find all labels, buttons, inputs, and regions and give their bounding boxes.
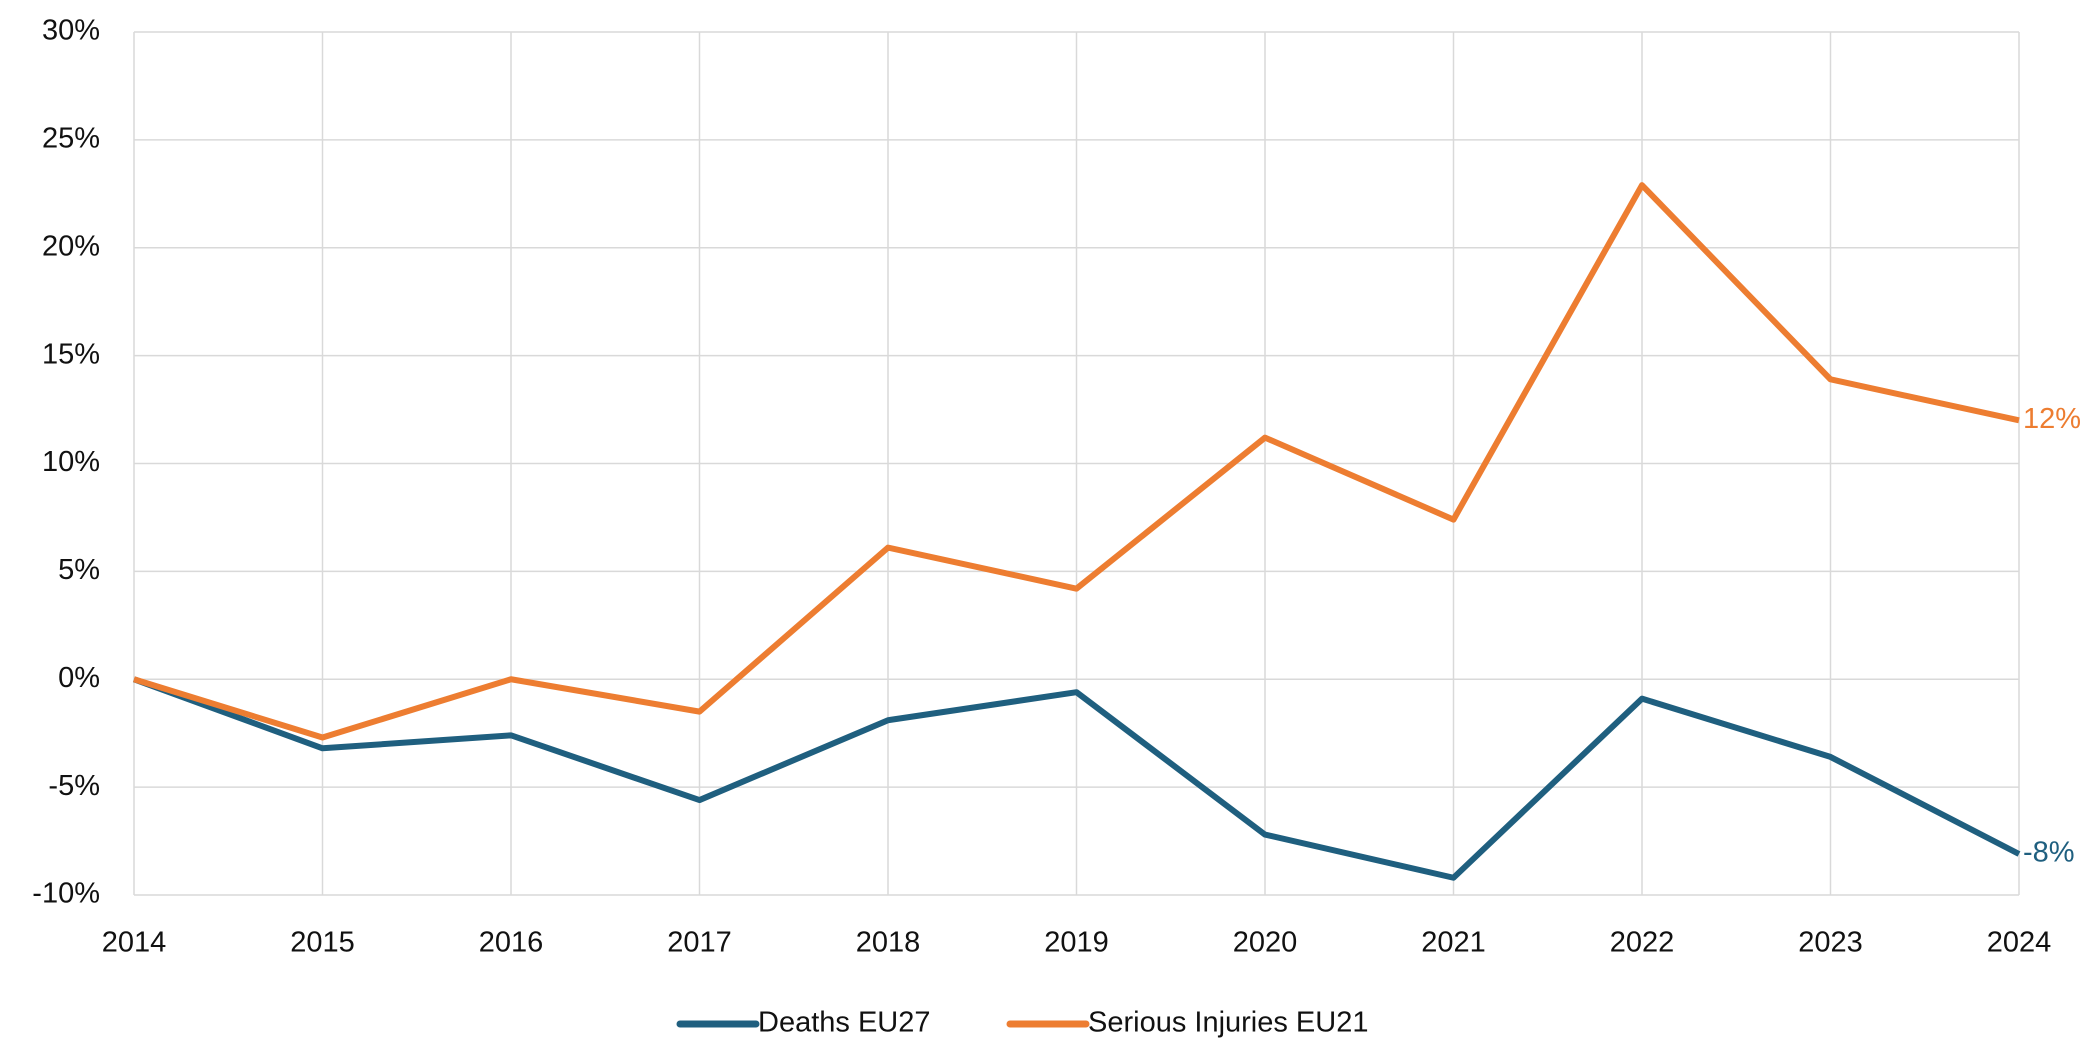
y-tick-label: 15% — [42, 338, 100, 370]
x-tick-label: 2023 — [1798, 927, 1863, 959]
value-label: -8% — [2023, 837, 2075, 869]
value-label: 12% — [2023, 403, 2081, 435]
x-tick-label: 2020 — [1233, 927, 1298, 959]
y-tick-label: -5% — [48, 770, 100, 802]
y-tick-label: -10% — [32, 878, 100, 910]
x-tick-label: 2021 — [1421, 927, 1486, 959]
series-line — [132, 676, 2021, 881]
x-tick-label: 2015 — [290, 927, 355, 959]
legend-label: Serious Injuries EU21 — [1088, 1007, 1368, 1039]
x-tick-label: 2018 — [856, 927, 921, 959]
y-tick-label: 20% — [42, 230, 100, 262]
y-tick-label: 10% — [42, 446, 100, 478]
y-tick-label: 0% — [58, 662, 100, 694]
x-tick-label: 2022 — [1610, 927, 1675, 959]
y-tick-label: 5% — [58, 554, 100, 586]
series-line — [133, 182, 2020, 741]
y-tick-label: 30% — [42, 15, 100, 47]
legend-label: Deaths EU27 — [758, 1007, 931, 1039]
x-tick-label: 2024 — [1987, 927, 2052, 959]
x-tick-label: 2016 — [479, 927, 544, 959]
x-tick-label: 2017 — [667, 927, 732, 959]
x-tick-label: 2014 — [102, 927, 167, 959]
y-tick-label: 25% — [42, 123, 100, 155]
x-tick-label: 2019 — [1044, 927, 1109, 959]
